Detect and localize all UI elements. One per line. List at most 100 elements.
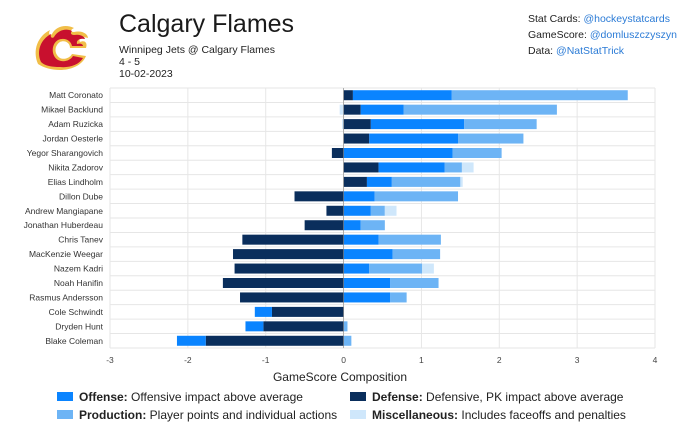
bar-offense bbox=[343, 148, 453, 158]
bar-offense bbox=[352, 90, 452, 101]
y-tick-label: Yegor Sharangovich bbox=[27, 148, 104, 158]
bar-production bbox=[390, 292, 407, 303]
bar-miscellaneous bbox=[461, 162, 474, 173]
credit-data: Data: @NatStatTrick bbox=[528, 45, 625, 57]
y-tick-label: Andrew Mangiapane bbox=[25, 206, 103, 216]
bar-production bbox=[464, 119, 537, 130]
bar-production bbox=[452, 148, 502, 158]
bar-production bbox=[378, 234, 441, 245]
bar-defense bbox=[233, 249, 344, 260]
bar-production bbox=[390, 278, 439, 288]
bar-defense bbox=[234, 263, 344, 274]
bar-defense bbox=[271, 306, 344, 317]
bar-defense bbox=[343, 162, 379, 173]
legend-defense: Defense: Defensive, PK impact above aver… bbox=[350, 390, 623, 404]
legend-offense: Offense: Offensive impact above average bbox=[57, 390, 303, 404]
bar-defense bbox=[343, 90, 353, 101]
x-axis-title: GameScore Composition bbox=[272, 370, 408, 384]
bar-defense bbox=[294, 191, 344, 202]
y-tick-label: Blake Coleman bbox=[45, 336, 103, 346]
x-tick-label: 0 bbox=[341, 355, 346, 365]
y-tick-label: Elias Lindholm bbox=[48, 177, 103, 187]
y-tick-label: Cole Schwindt bbox=[49, 307, 104, 317]
bar-defense bbox=[343, 119, 371, 130]
bar-defense bbox=[263, 321, 344, 332]
y-tick-label: Nikita Zadorov bbox=[48, 162, 104, 172]
y-tick-label: Dillon Dube bbox=[59, 191, 103, 201]
y-tick-label: Chris Tanev bbox=[58, 235, 103, 245]
bar-defense bbox=[205, 335, 344, 346]
bar-offense bbox=[366, 176, 392, 187]
credit-stat-cards: Stat Cards: @hockeystatcards bbox=[528, 13, 670, 25]
bar-defense bbox=[240, 292, 344, 303]
bar-offense bbox=[176, 335, 206, 346]
bar-production bbox=[451, 90, 628, 101]
y-tick-label: Adam Ruzicka bbox=[48, 119, 103, 129]
bar-offense bbox=[369, 133, 459, 144]
y-tick-label: Mikael Backlund bbox=[41, 105, 103, 115]
y-tick-label: Dryden Hunt bbox=[55, 321, 103, 331]
y-tick-label: Nazem Kadri bbox=[54, 264, 103, 274]
bar-defense bbox=[343, 133, 370, 144]
bar-offense bbox=[360, 104, 404, 115]
calgary-flames-logo bbox=[35, 26, 88, 70]
bar-production bbox=[392, 249, 441, 260]
matchup-text: Winnipeg Jets @ Calgary Flames bbox=[119, 44, 275, 56]
credit-handle: @domluszczyszyn bbox=[589, 29, 677, 41]
x-tick-label: -1 bbox=[262, 355, 270, 365]
bar-offense bbox=[343, 191, 375, 202]
bar-miscellaneous bbox=[384, 205, 397, 216]
legend-swatch bbox=[57, 410, 73, 419]
bar-miscellaneous bbox=[342, 119, 344, 130]
bar-production bbox=[458, 133, 524, 144]
bar-defense bbox=[326, 205, 344, 216]
y-tick-label: Jordan Oesterle bbox=[43, 134, 104, 144]
date-text: 10-02-2023 bbox=[119, 68, 173, 80]
bar-production bbox=[444, 162, 462, 173]
logo-flame-c bbox=[39, 29, 85, 68]
bar-offense bbox=[343, 263, 370, 274]
bar-defense bbox=[343, 104, 361, 115]
x-tick-label: 4 bbox=[653, 355, 658, 365]
score-text: 4 - 5 bbox=[119, 56, 141, 68]
bar-production bbox=[374, 191, 459, 202]
bar-offense bbox=[343, 292, 391, 303]
page-title: Calgary Flames bbox=[119, 10, 295, 38]
bar-offense bbox=[378, 162, 445, 173]
bar-miscellaneous bbox=[339, 104, 344, 115]
legend-swatch bbox=[350, 410, 366, 419]
bar-miscellaneous bbox=[460, 176, 463, 187]
x-tick-label: 1 bbox=[419, 355, 424, 365]
y-tick-label: MacKenzie Weegar bbox=[29, 249, 103, 259]
legend-production: Production: Player points and individual… bbox=[57, 408, 337, 422]
bar-offense bbox=[343, 205, 371, 216]
bar-production bbox=[403, 104, 557, 115]
x-tick-label: 2 bbox=[497, 355, 502, 365]
bar-offense bbox=[245, 321, 264, 332]
bar-production bbox=[343, 335, 352, 346]
bar-production bbox=[360, 220, 385, 231]
x-tick-label: 3 bbox=[575, 355, 580, 365]
y-tick-label: Rasmus Andersson bbox=[29, 292, 103, 302]
bar-offense bbox=[343, 249, 393, 260]
credits-block: Stat Cards: @hockeystatcards GameScore: … bbox=[528, 11, 677, 59]
credit-handle: @hockeystatcards bbox=[583, 13, 670, 25]
legend-swatch bbox=[57, 392, 73, 401]
x-tick-label: -2 bbox=[184, 355, 192, 365]
bar-production bbox=[369, 263, 423, 274]
y-tick-label: Noah Hanifin bbox=[54, 278, 103, 288]
bar-production bbox=[343, 321, 348, 332]
legend-swatch bbox=[350, 392, 366, 401]
y-tick-label: Matt Coronato bbox=[49, 90, 103, 100]
bar-offense bbox=[343, 220, 361, 231]
bar-production bbox=[391, 176, 461, 187]
bar-offense bbox=[343, 234, 379, 245]
bar-defense bbox=[331, 148, 344, 158]
y-tick-label: Jonathan Huberdeau bbox=[24, 220, 104, 230]
bar-offense bbox=[254, 306, 272, 317]
bar-defense bbox=[222, 278, 344, 288]
credit-handle: @NatStatTrick bbox=[556, 45, 625, 57]
legend-misc: Miscellaneous: Includes faceoffs and pen… bbox=[350, 408, 626, 422]
bar-miscellaneous bbox=[422, 263, 434, 274]
